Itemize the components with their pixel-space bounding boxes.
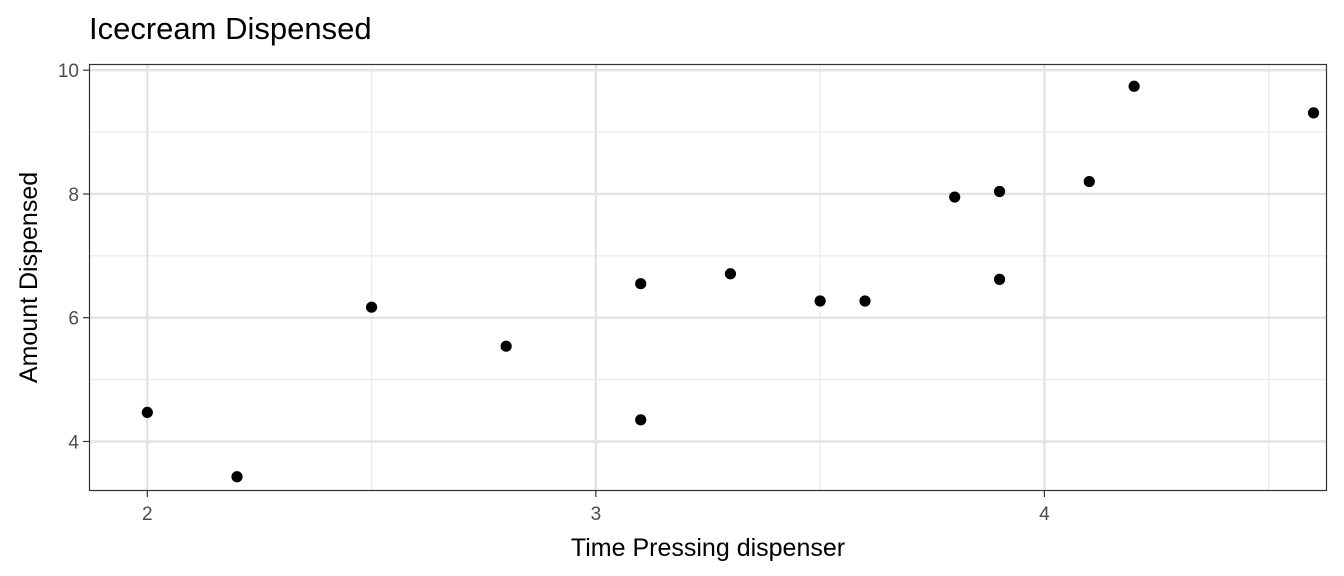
y-tick-label: 8	[68, 185, 79, 206]
data-point	[141, 406, 153, 419]
x-axis-label: Time Pressing dispenser	[571, 534, 845, 562]
y-tick-label: 4	[68, 432, 79, 453]
data-point	[814, 295, 826, 307]
data-point	[993, 273, 1006, 285]
grid-lines	[89, 64, 1327, 491]
data-points	[141, 80, 1320, 483]
plot-background	[89, 64, 1327, 491]
data-point	[724, 268, 737, 280]
y-tick-label: 10	[58, 61, 79, 82]
plot-border	[88, 63, 1328, 492]
data-point	[635, 414, 647, 426]
data-point	[1083, 175, 1095, 188]
chart-title: Icecream Dispensed	[89, 11, 372, 46]
data-point	[993, 185, 1006, 198]
x-tick-label: 4	[1039, 504, 1050, 525]
y-axis-label: Amount Dispensed	[15, 172, 43, 383]
data-point	[949, 191, 961, 203]
x-tick-label: 3	[591, 504, 602, 525]
y-tick-label: 6	[68, 309, 79, 330]
data-point	[500, 340, 512, 352]
x-tick-label: 2	[142, 504, 153, 525]
data-point	[231, 471, 243, 483]
data-point	[635, 278, 647, 290]
data-point	[1128, 80, 1140, 92]
data-point	[859, 295, 871, 307]
axis-ticks: 2 3 4 4 6 8 10	[58, 61, 1050, 525]
data-point	[1307, 107, 1320, 119]
data-point	[365, 301, 378, 313]
